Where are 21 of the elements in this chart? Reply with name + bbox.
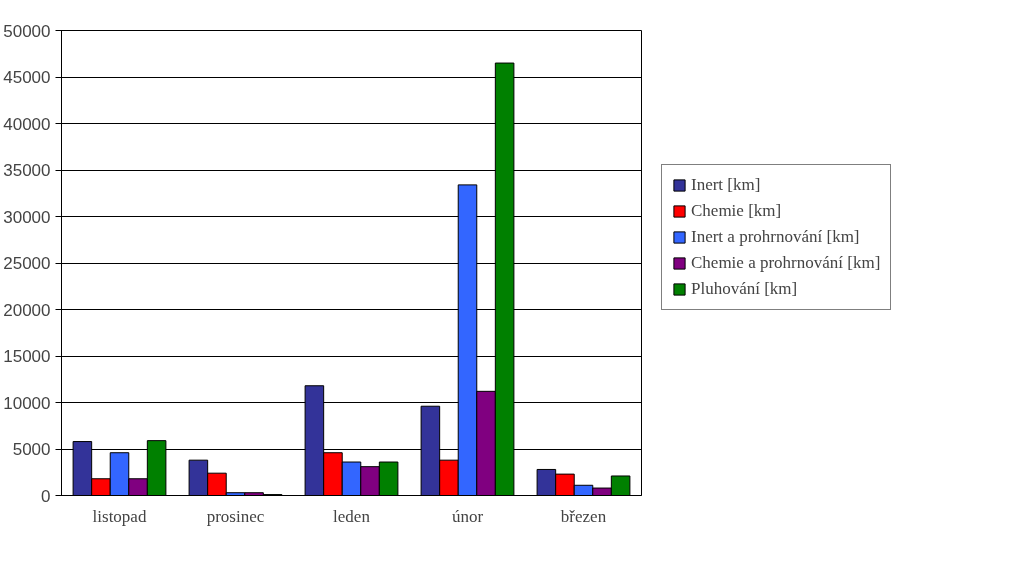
- y-tick-label: 10000: [3, 393, 51, 413]
- x-tick-label: listopad: [92, 506, 147, 526]
- x-tick-label: prosinec: [206, 506, 265, 526]
- y-tick-label: 5000: [12, 440, 51, 459]
- y-tick-label: 30000: [3, 207, 51, 227]
- x-tick-label: leden: [333, 506, 371, 526]
- y-tick-label: 0: [41, 486, 51, 506]
- x-tick-label: březen: [560, 506, 607, 526]
- legend-label: Inert a prohrnování [km]: [691, 227, 860, 248]
- y-tick-label: 15000: [3, 347, 51, 366]
- legend-label: Chemie a prohrnování [km]: [691, 253, 881, 274]
- legend-label: Pluhování [km]: [691, 279, 798, 300]
- y-tick-label: 50000: [3, 21, 51, 41]
- legend-label: Inert [km]: [691, 175, 761, 196]
- y-tick-label: 20000: [3, 300, 51, 320]
- y-tick-label: 35000: [3, 161, 51, 180]
- y-tick-label: 25000: [3, 254, 51, 273]
- y-tick-label: 40000: [3, 114, 51, 134]
- legend-label: Chemie [km]: [691, 201, 782, 222]
- x-tick-label: únor: [451, 506, 484, 526]
- y-tick-label: 45000: [3, 68, 51, 87]
